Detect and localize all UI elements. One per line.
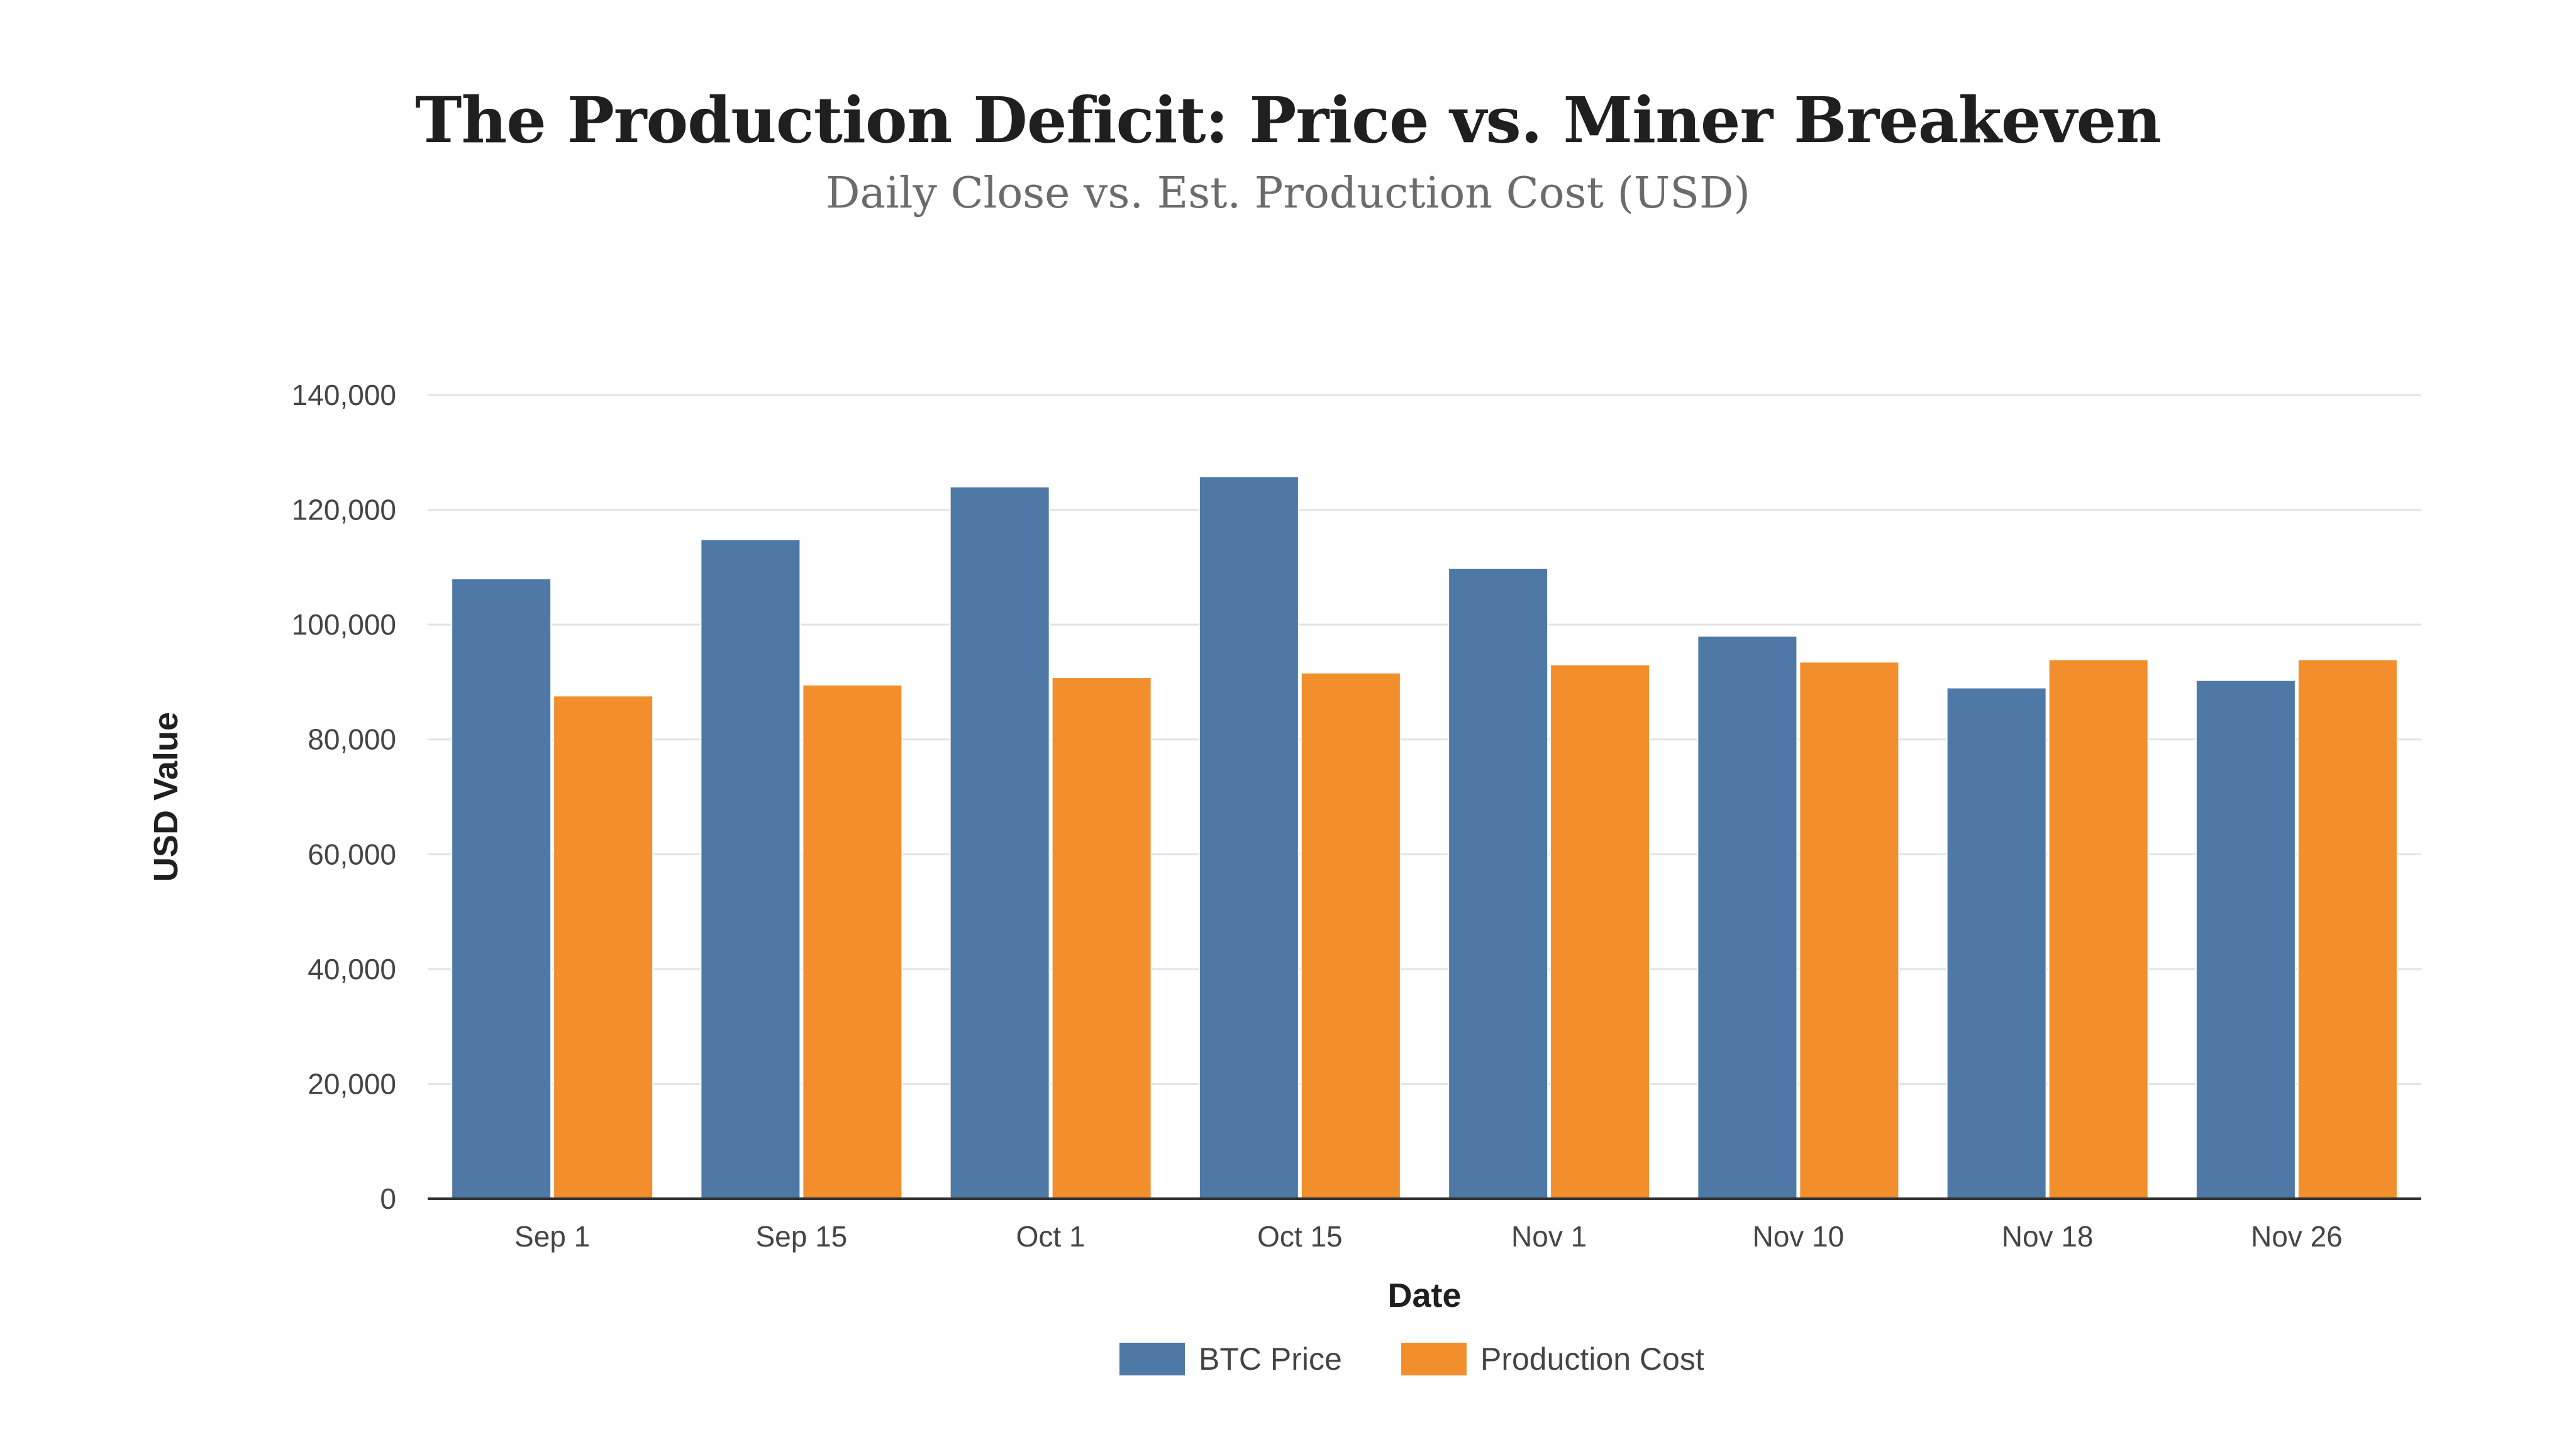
x-tick-label: Sep 15 xyxy=(755,1220,847,1253)
bar-btc-price xyxy=(700,539,801,1199)
bar-btc-price xyxy=(2195,679,2296,1199)
bars xyxy=(451,475,2398,1199)
x-tick-label: Nov 1 xyxy=(1511,1220,1587,1253)
legend-swatch-production-cost xyxy=(1401,1343,1467,1375)
y-tick-label: 20,000 xyxy=(308,1067,396,1100)
bar-btc-price xyxy=(1946,687,2047,1199)
chart-subtitle: Daily Close vs. Est. Production Cost (US… xyxy=(825,169,1750,218)
bar-production-cost xyxy=(1799,661,1900,1199)
legend-label: Production Cost xyxy=(1480,1341,1704,1377)
y-axis-title: USD Value xyxy=(147,712,185,882)
legend-swatch-btc-price xyxy=(1119,1343,1185,1375)
bar-production-cost xyxy=(1051,677,1152,1199)
chart-title: The Production Deficit: Price vs. Miner … xyxy=(415,83,2162,157)
x-tick-label: Oct 1 xyxy=(1016,1220,1085,1253)
bar-btc-price xyxy=(1697,635,1798,1199)
y-tick-label: 120,000 xyxy=(292,494,396,526)
x-axis-title: Date xyxy=(1387,1277,1461,1314)
x-tick-label: Nov 10 xyxy=(1753,1220,1845,1253)
legend-label: BTC Price xyxy=(1199,1341,1342,1377)
bar-production-cost xyxy=(553,695,654,1199)
bar-production-cost xyxy=(2297,658,2398,1199)
bar-btc-price xyxy=(949,486,1050,1199)
y-tick-label: 140,000 xyxy=(292,379,396,411)
x-tick-label: Oct 15 xyxy=(1257,1220,1343,1253)
x-tick-label: Nov 26 xyxy=(2251,1220,2343,1253)
y-tick-label: 60,000 xyxy=(308,838,396,870)
y-tick-label: 0 xyxy=(380,1182,396,1215)
y-tick-label: 40,000 xyxy=(308,953,396,985)
bar-production-cost xyxy=(802,684,903,1199)
bar-btc-price xyxy=(451,578,552,1199)
x-tick-label: Nov 18 xyxy=(2002,1220,2094,1253)
y-tick-label: 100,000 xyxy=(292,608,396,641)
bar-btc-price xyxy=(1198,475,1299,1199)
bar-production-cost xyxy=(2048,658,2149,1199)
axes: 0 20,000 40,000 60,000 80,000 100,000 120,000 1… xyxy=(147,379,2421,1314)
y-tick-label: 80,000 xyxy=(308,723,396,756)
bar-btc-price xyxy=(1448,567,1549,1199)
legend: BTC Price Production Cost xyxy=(1119,1341,1704,1377)
x-tick-label: Sep 1 xyxy=(514,1220,590,1253)
bar-production-cost xyxy=(1550,664,1651,1199)
bar-production-cost xyxy=(1300,672,1401,1199)
